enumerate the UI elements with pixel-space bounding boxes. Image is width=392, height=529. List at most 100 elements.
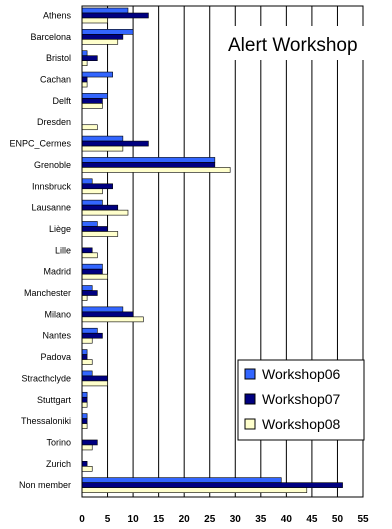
category-label-nantes: Nantes	[42, 331, 71, 341]
bar-workshop08-delft	[81, 103, 103, 109]
category-label-innsbruck: Innsbruck	[32, 181, 72, 191]
category-label-milano: Milano	[44, 309, 71, 319]
bar-workshop07-stracthclyde	[81, 375, 108, 382]
bar-workshop07-zurich	[81, 461, 88, 467]
bar-workshop06-cachan	[81, 71, 113, 78]
bar-workshop06-non-member	[81, 477, 282, 483]
x-tick-label: 30	[230, 514, 242, 525]
x-tick-label: 50	[332, 514, 344, 525]
bar-workshop08-enpc-cermes	[81, 145, 124, 152]
category-label-grenoble: Grenoble	[34, 160, 71, 170]
bar-workshop06-madrid	[81, 263, 103, 270]
bar-workshop07-stuttgart	[81, 396, 88, 403]
bar-workshop06-padova	[81, 349, 88, 355]
bar-workshop07-liege	[81, 226, 108, 232]
category-label-dresden: Dresden	[37, 117, 71, 127]
legend-label-workshop06: Workshop06	[262, 366, 341, 382]
legend-swatch-workshop08	[244, 418, 256, 430]
bar-workshop07-nantes	[81, 332, 103, 339]
bar-workshop06-stracthclyde	[81, 370, 93, 377]
bar-workshop06-delft	[81, 93, 108, 99]
bar-workshop08-milano	[81, 316, 144, 323]
bar-workshop07-lausanne	[81, 204, 119, 211]
bar-workshop06-liege	[81, 221, 98, 227]
bar-workshop08-lausanne	[81, 209, 129, 216]
bar-workshop08-cachan	[81, 81, 88, 88]
bar-workshop08-manchester	[81, 295, 88, 301]
bar-workshop07-grenoble	[81, 162, 216, 168]
legend-label-workshop07: Workshop07	[262, 391, 341, 407]
x-tick-label: 35	[255, 514, 267, 525]
bar-workshop07-manchester	[81, 290, 98, 296]
bar-workshop08-grenoble	[81, 167, 231, 173]
bar-workshop08-barcelona	[81, 39, 119, 45]
bar-workshop08-lille	[81, 252, 98, 259]
bars	[81, 7, 343, 493]
bar-workshop06-lausanne	[81, 199, 103, 206]
category-labels: Athens Barcelona Bristol Cachan Delft Dresden…	[9, 11, 71, 491]
bar-workshop08-torino	[81, 444, 93, 451]
bar-workshop08-zurich	[81, 466, 93, 472]
category-label-delft: Delft	[52, 96, 71, 106]
legend-entry-workshop08: Workshop08	[244, 416, 341, 432]
bar-workshop08-stuttgart	[81, 401, 88, 408]
bar-workshop06-thessaloniki	[81, 413, 88, 419]
bar-workshop08-madrid	[81, 273, 108, 280]
bar-workshop08-dresden	[81, 124, 98, 131]
x-tick-label: 55	[357, 514, 369, 525]
bar-workshop06-manchester	[81, 285, 93, 291]
bar-workshop06-athens	[81, 7, 129, 14]
bar-workshop06-barcelona	[81, 29, 134, 35]
category-label-stracthclyde: Stracthclyde	[21, 373, 71, 383]
category-label-athens: Athens	[43, 11, 72, 21]
bar-workshop06-stuttgart	[81, 391, 88, 398]
bar-workshop08-innsbruck	[81, 188, 103, 195]
category-label-enpc-cermes: ENPC_Cermes	[9, 139, 71, 149]
legend-swatch-workshop06	[244, 368, 256, 380]
x-tick-label: 20	[179, 514, 191, 525]
category-label-padova: Padova	[40, 352, 71, 362]
x-tick-label: 5	[105, 514, 111, 525]
category-label-liege: Liège	[49, 224, 71, 234]
category-label-non-member: Non member	[19, 480, 71, 490]
bar-workshop08-bristol	[81, 60, 88, 66]
x-tick-labels: 0 5 10 15 20 25 30 35 40 45 50 55	[79, 514, 369, 525]
bar-workshop06-milano	[81, 306, 124, 313]
category-label-torino: Torino	[46, 437, 71, 447]
plot-frame	[81, 5, 364, 498]
bar-workshop08-padova	[81, 359, 93, 365]
bar-workshop06-bristol	[81, 50, 88, 56]
category-label-barcelona: Barcelona	[30, 32, 71, 42]
bar-workshop07-lille	[81, 247, 93, 254]
bar-workshop08-liege	[81, 231, 119, 237]
category-label-madrid: Madrid	[43, 267, 71, 277]
legend-label-workshop08: Workshop08	[262, 416, 341, 432]
x-tick-label: 15	[153, 514, 165, 525]
bar-workshop08-thessaloniki	[81, 423, 88, 429]
bar-workshop06-nantes	[81, 327, 98, 334]
bar-workshop07-non-member	[81, 482, 343, 488]
x-tick-label: 45	[306, 514, 318, 525]
bar-workshop07-athens	[81, 12, 149, 19]
category-label-bristol: Bristol	[46, 53, 71, 63]
bar-workshop07-cachan	[81, 76, 88, 83]
category-label-stuttgart: Stuttgart	[37, 395, 72, 405]
bar-workshop07-delft	[81, 98, 103, 104]
bar-workshop07-padova	[81, 354, 88, 360]
x-tick-label: 0	[79, 514, 85, 525]
category-label-lille: Lille	[55, 245, 71, 255]
bar-workshop06-innsbruck	[81, 178, 93, 185]
bar-workshop07-milano	[81, 311, 134, 318]
bar-workshop07-barcelona	[81, 34, 124, 40]
bar-workshop08-athens	[81, 17, 108, 24]
bar-workshop07-torino	[81, 439, 98, 446]
legend-swatch-workshop07	[244, 393, 256, 405]
legend-entry-workshop06: Workshop06	[244, 366, 341, 382]
bar-workshop08-nantes	[81, 337, 93, 344]
legend-entry-workshop07: Workshop07	[244, 391, 341, 407]
bar-workshop08-non-member	[81, 487, 308, 493]
bar-workshop06-grenoble	[81, 157, 216, 163]
category-label-thessaloniki: Thessaloniki	[21, 416, 71, 426]
category-label-zurich: Zurich	[46, 459, 71, 469]
